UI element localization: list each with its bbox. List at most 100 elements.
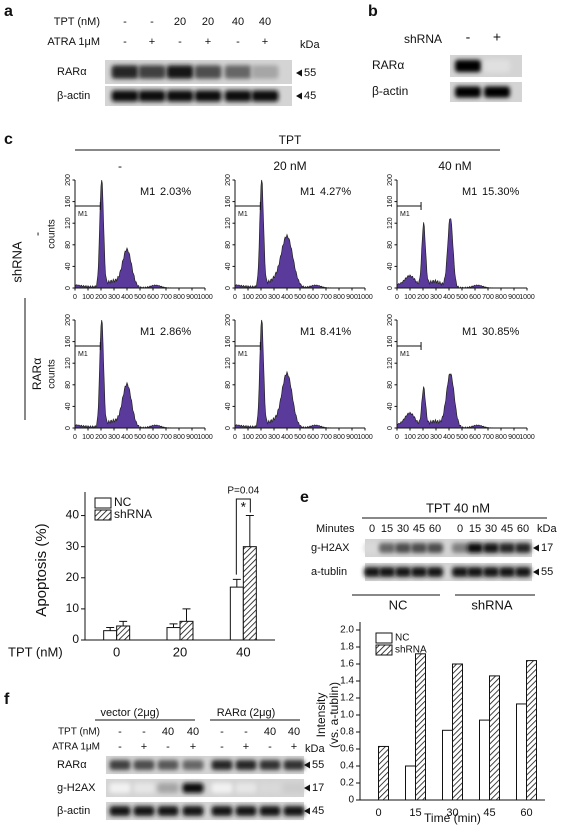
- y-tick-label: 120: [225, 217, 232, 229]
- gate-label: M1: [300, 326, 315, 338]
- x-tick-label: 700: [482, 294, 494, 301]
- y-tick-label: 20: [66, 570, 80, 584]
- label: 55: [541, 566, 553, 578]
- y-tick-label: 0: [65, 426, 72, 430]
- blot-band: [194, 90, 222, 102]
- label: counts: [47, 219, 58, 248]
- bar: [516, 703, 527, 801]
- label: +: [205, 36, 211, 48]
- y-tick-label: 1.8: [340, 642, 354, 653]
- blot-band: [109, 759, 131, 771]
- label: β-actin: [372, 84, 408, 98]
- label: -: [118, 741, 122, 753]
- y-tick-label: 200: [225, 174, 232, 186]
- bar: [479, 719, 490, 801]
- blot-band: [455, 59, 481, 73]
- x-tick-label: 500: [294, 434, 306, 441]
- blot-band: [157, 759, 179, 771]
- y-axis-label: (vs. a-tublin): [327, 682, 341, 748]
- label: ATRA 1μM: [47, 36, 100, 48]
- label: shRNA: [404, 32, 442, 46]
- blot-band: [133, 782, 155, 794]
- y-tick-label: 0.6: [340, 744, 354, 755]
- gate-label: M1: [140, 186, 155, 198]
- label: +: [149, 36, 155, 48]
- y-tick-label: 0: [387, 286, 394, 290]
- annotation: *: [241, 499, 247, 515]
- label: -: [30, 232, 44, 236]
- x-tick-label: 1000: [357, 434, 373, 441]
- label: -: [268, 741, 272, 753]
- blot-band: [211, 805, 233, 817]
- x-tick-label: 400: [443, 434, 455, 441]
- x-axis-label: Time (min): [424, 811, 481, 825]
- x-tick-label: 0: [233, 294, 237, 301]
- y-axis-label: Intensity: [314, 693, 328, 738]
- x-tick-label: 60: [520, 807, 532, 819]
- x-tick-label: 200: [417, 434, 429, 441]
- y-tick-label: 80: [65, 381, 72, 389]
- label: 15: [381, 523, 393, 535]
- blot-band: [283, 805, 305, 817]
- label: kDa: [300, 39, 320, 51]
- error-bar: [119, 620, 128, 626]
- x-tick-label: 40: [236, 644, 250, 659]
- bar: [442, 729, 453, 801]
- label: 20: [174, 16, 186, 28]
- label: RARα: [30, 358, 44, 390]
- label: +: [291, 741, 297, 753]
- x-tick-label: 100: [242, 434, 254, 441]
- x-tick-label: 900: [346, 434, 358, 441]
- y-tick-label: 0: [72, 632, 79, 646]
- label: 40: [288, 726, 300, 738]
- label: 40: [232, 16, 244, 28]
- y-tick-label: 40: [66, 508, 80, 522]
- y-tick-label: 160: [65, 336, 72, 348]
- blot-band: [211, 782, 233, 794]
- y-tick-label: 80: [225, 381, 232, 389]
- y-tick-label: 0.4: [340, 761, 354, 772]
- gate-label: M1: [462, 186, 477, 198]
- x-tick-label: 600: [307, 434, 319, 441]
- x-tick-label: 400: [443, 294, 455, 301]
- size-arrow: [533, 568, 539, 576]
- y-tick-label: 120: [225, 357, 232, 369]
- blot-band: [515, 566, 531, 578]
- blot-band: [395, 542, 411, 554]
- gate-label: M1: [462, 326, 477, 338]
- x-tick-label: 900: [508, 434, 520, 441]
- x-tick-label: 700: [320, 294, 332, 301]
- x-tick-label: 800: [173, 434, 185, 441]
- error-bar: [169, 623, 178, 628]
- label: -: [236, 36, 240, 48]
- label: -: [178, 36, 182, 48]
- y-tick-label: 200: [387, 174, 394, 186]
- x-tick-label: 800: [333, 434, 345, 441]
- label: 40 nM: [438, 159, 471, 173]
- error-bar: [182, 608, 191, 622]
- blot-band: [138, 90, 166, 102]
- size-arrow: [533, 544, 539, 552]
- x-tick-label: 600: [147, 294, 159, 301]
- y-axis-label: Apoptosis (%): [33, 523, 50, 616]
- x-tick-label: 1000: [519, 434, 535, 441]
- x-tick-label: 100: [242, 294, 254, 301]
- x-tick-label: 15: [409, 807, 421, 819]
- label: vector (2μg): [101, 707, 160, 719]
- gate-percent: 30.85%: [482, 326, 520, 338]
- blot-band: [484, 59, 510, 73]
- x-tick-label: 20: [173, 644, 187, 659]
- panel-label: b: [368, 3, 378, 20]
- blot-band: [283, 782, 305, 794]
- blot-band: [235, 805, 257, 817]
- blot-band: [235, 782, 257, 794]
- label: 20: [202, 16, 214, 28]
- blot-band: [452, 566, 468, 578]
- legend-label: shRNA: [114, 507, 152, 521]
- y-tick-label: 1.0: [340, 710, 354, 721]
- blot-band: [157, 805, 179, 817]
- x-tick-label: 1000: [197, 294, 213, 301]
- y-tick-label: 80: [387, 241, 394, 249]
- gate-percent: 8.41%: [320, 326, 351, 338]
- x-tick-label: 300: [268, 434, 280, 441]
